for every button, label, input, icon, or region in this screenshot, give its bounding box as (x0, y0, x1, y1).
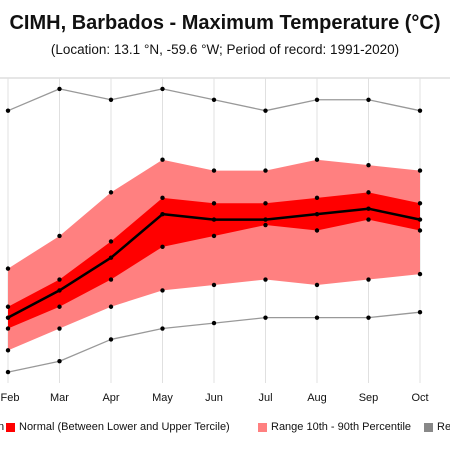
point-mean-may (160, 211, 165, 217)
normal-tercile-band (8, 192, 420, 329)
point-record-feb (5, 108, 11, 113)
point-upper-tercile-feb (5, 304, 11, 309)
x-tick-label-apr: Apr (102, 392, 119, 404)
point-mean-mar (57, 288, 62, 293)
legend-label-2: Range 10th - 90th Percentile (271, 421, 412, 433)
point-lower-tercile-jul (263, 222, 268, 228)
point-record-apr (108, 97, 114, 102)
point-upper-tercile-mar (57, 277, 62, 282)
point-mean-feb (5, 315, 11, 320)
point-upper-tercile-aug (314, 195, 320, 201)
legend-swatch-3 (424, 422, 433, 432)
legend-item-0: n (0, 421, 4, 433)
point-upper-tercile-oct (417, 201, 423, 206)
point-10th-percentile-jun (211, 282, 217, 288)
point-upper-tercile-sep (366, 190, 371, 195)
legend-item-3: Re (424, 421, 450, 433)
point-90th-percentile-oct (417, 168, 423, 173)
legend-item-2: Range 10th - 90th Percentile (258, 421, 411, 433)
point-10th-percentile-jul (263, 277, 268, 282)
chart-title: CIMH, Barbados - Maximum Temperature (°C… (9, 12, 441, 34)
legend-label-1: Normal (Between Lower and Upper Tercile) (19, 421, 230, 433)
point-lower-tercile-aug (314, 228, 320, 233)
point-record-low-feb (5, 369, 11, 375)
x-tick-label-may: May (152, 392, 173, 404)
point-mean-oct (417, 217, 423, 222)
point-record-mar (57, 86, 62, 92)
point-record-jul (263, 108, 268, 113)
x-tick-label-aug: Aug (307, 392, 327, 404)
point-mean-aug (314, 211, 320, 217)
point-upper-tercile-jul (263, 201, 268, 206)
x-tick-label-mar: Mar (50, 392, 69, 404)
point-record-low-may (160, 326, 165, 331)
point-90th-percentile-jun (211, 168, 217, 173)
point-record-low-apr (108, 337, 114, 342)
legend-label-0: n (0, 421, 5, 433)
point-mean-jun (211, 217, 217, 222)
point-lower-tercile-mar (57, 304, 62, 309)
point-mean-apr (108, 255, 114, 260)
point-record-low-aug (314, 315, 320, 320)
point-record-sep (366, 97, 371, 102)
x-tick-label-jun: Jun (205, 392, 223, 404)
point-record-low-oct (417, 309, 423, 315)
point-record-low-jul (263, 315, 268, 320)
point-lower-tercile-jun (211, 233, 217, 239)
point-lower-tercile-apr (108, 277, 114, 282)
point-lower-tercile-may (160, 244, 165, 250)
legend: n Normal (Between Lower and Upper Tercile… (0, 421, 450, 439)
legend-item-1: Normal (Between Lower and Upper Tercile) (6, 421, 230, 433)
point-90th-percentile-apr (108, 190, 114, 195)
point-90th-percentile-sep (366, 162, 371, 168)
point-mean-jul (263, 217, 268, 222)
point-record-jun (211, 97, 217, 102)
x-tick-label-oct: Oct (411, 392, 428, 404)
point-record-oct (417, 108, 423, 113)
point-upper-tercile-apr (108, 239, 114, 244)
x-tick-label-sep: Sep (359, 392, 379, 404)
point-record-low-sep (366, 315, 371, 320)
point-record-low-mar (57, 359, 62, 364)
point-90th-percentile-aug (314, 157, 320, 162)
point-lower-tercile-oct (417, 228, 423, 233)
point-10th-percentile-oct (417, 271, 423, 277)
point-mean-sep (366, 206, 371, 211)
point-record-aug (314, 97, 320, 102)
point-90th-percentile-jul (263, 168, 268, 173)
point-upper-tercile-may (160, 195, 165, 201)
legend-label-3: Re (437, 421, 450, 433)
point-record-low-jun (211, 320, 217, 326)
point-lower-tercile-sep (366, 217, 371, 222)
point-10th-percentile-apr (108, 304, 114, 309)
point-record-may (160, 86, 165, 92)
point-10th-percentile-mar (57, 326, 62, 331)
point-10th-percentile-aug (314, 282, 320, 288)
point-upper-tercile-jun (211, 201, 217, 206)
x-tick-label-feb: Feb (1, 392, 20, 404)
point-10th-percentile-sep (366, 277, 371, 282)
legend-swatch-2 (258, 422, 267, 432)
x-tick-label-jul: Jul (258, 392, 272, 404)
point-90th-percentile-feb (5, 266, 11, 271)
legend-swatch-1 (6, 422, 15, 432)
chart-subtitle: (Location: 13.1 °N, -59.6 °W; Period of … (50, 42, 400, 57)
point-90th-percentile-mar (57, 233, 62, 239)
point-90th-percentile-may (160, 157, 165, 162)
point-10th-percentile-feb (5, 348, 11, 353)
point-lower-tercile-feb (5, 326, 11, 331)
point-10th-percentile-may (160, 288, 165, 293)
